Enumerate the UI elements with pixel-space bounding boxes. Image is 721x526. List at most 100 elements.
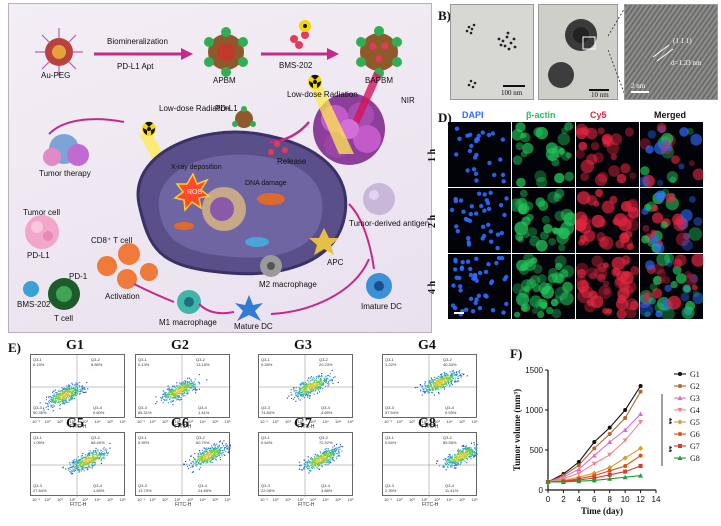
quadrant-label-q2: Q3-2 8.86%	[91, 357, 103, 367]
scale-bar-b	[503, 85, 525, 87]
lattice-spacing: d=1.33 nm	[671, 59, 702, 67]
flow-x-tick: 10³	[434, 419, 440, 424]
flow-x-tick: 10²	[421, 419, 428, 424]
panel-label-f: F)	[510, 346, 523, 361]
flow-x-tick: 10⁻¹	[32, 419, 40, 424]
column-header-1: β-actin	[526, 110, 556, 120]
flow-x-tick: 10¹	[409, 419, 415, 424]
flow-x-tick: 10⁶	[224, 419, 231, 424]
y-tick-label: 0	[539, 486, 544, 495]
data-point-g8	[576, 478, 582, 484]
quadrant-label-q3: Q3-3 13.70%	[138, 483, 152, 493]
flow-group-title: G8	[418, 416, 436, 431]
row-label-1: 2 h	[427, 214, 439, 229]
label-ros: ROS	[187, 189, 203, 196]
quadrant-label-q4: Q3-4 3.88%	[321, 483, 333, 493]
data-point-g7	[607, 472, 612, 477]
quadrant-label-q2: Q3-2 13.15%	[196, 357, 210, 367]
label-pd-l1-apt: PD-L1 Apt	[117, 62, 154, 71]
lattice-plane: (1 1 1)	[673, 37, 692, 45]
quadrant-label-q2: Q3-2 72.92%	[319, 435, 333, 445]
quadrant-label-q4: Q3-4 4.65%	[321, 405, 333, 415]
flow-x-tick: 10¹	[285, 497, 291, 502]
fluorescence-image	[512, 122, 575, 187]
tumor-cell-left	[25, 215, 59, 249]
data-point-g6	[638, 453, 643, 458]
flow-x-tick: 10⁰	[272, 419, 279, 424]
flow-x-tick: 10¹	[162, 419, 168, 424]
label-tumor-therapy: Tumor therapy	[39, 169, 91, 178]
label-imature-dc: Imature DC	[361, 302, 402, 311]
data-point-g2	[638, 389, 643, 394]
flow-plot: Q3-1 0.19% Q3-2 8.86% Q3-3 90.35% Q3-4 0.60…	[30, 354, 126, 419]
flow-x-tick: 10⁰	[149, 419, 156, 424]
significance-mark: **	[664, 418, 673, 425]
flow-plot: Q3-1 1.09% Q3-2 68.49% Q3-3 27.84% Q3-4 1.6…	[30, 432, 126, 497]
release-dots	[268, 141, 288, 155]
label-tumor-derived-antigen: Tumor-derived antigen	[349, 219, 430, 228]
flow-group-title: G6	[171, 416, 189, 431]
radiation-icon-right	[308, 74, 322, 89]
t-cell	[48, 278, 80, 310]
flow-group-title: G3	[294, 338, 312, 353]
arrow-antigen	[348, 203, 375, 270]
imature-dc	[366, 273, 392, 299]
label-m2-macrophage: M2 macrophage	[259, 280, 317, 289]
fluorescence-image	[640, 188, 703, 253]
label-pd-1: PD-1	[69, 272, 88, 281]
arrow-activation	[133, 283, 175, 303]
flow-x-tick: 10⁰	[44, 419, 51, 424]
significance-mark: **	[664, 446, 673, 453]
flow-x-tick: 10⁴	[94, 497, 101, 502]
panel-label-b: B)	[438, 8, 451, 23]
arrow-m1	[198, 303, 235, 315]
label-dna-damage: DNA damage	[245, 180, 287, 187]
flow-x-tick: 10⁵	[107, 419, 114, 424]
schematic-panel: Au-PEG Biomineralization PD-L1 Apt APBM …	[8, 3, 432, 333]
fluorescence-image	[576, 254, 639, 319]
lattice-fringes	[625, 5, 717, 99]
flow-group-title: G5	[66, 416, 84, 431]
flow-x-label: FITC-H	[70, 502, 87, 508]
flow-x-tick: 10³	[82, 497, 88, 502]
arrow-dc-maturation	[270, 258, 370, 315]
scale-label-c: 10 nm	[591, 91, 609, 99]
flow-plot: Q3-1 0.64% Q3-2 72.92% Q3-3 22.08% Q3-4 3.8…	[258, 432, 354, 497]
legend-marker-g2	[678, 384, 682, 388]
flow-x-tick: 10³	[82, 419, 88, 424]
flow-x-tick: 10¹	[162, 497, 168, 502]
flow-x-tick: 10⁶	[119, 419, 126, 424]
m2-macrophage	[260, 255, 282, 277]
flow-x-tick: 10²	[69, 497, 76, 502]
flow-x-label: FITC-H	[298, 502, 315, 508]
bapbm-particle	[356, 26, 402, 78]
data-point-g4	[638, 420, 644, 425]
arrow-release	[268, 121, 310, 144]
quadrant-label-q2: Q3-2 20.23%	[319, 357, 333, 367]
flow-x-tick: 10³	[187, 497, 193, 502]
row-label-2: 4 h	[427, 280, 439, 295]
flow-x-tick: 10⁵	[335, 497, 342, 502]
hrtem-lattice-c: (1 1 1) d=1.33 nm 2 nm	[624, 4, 718, 100]
apbm-particle	[204, 27, 248, 77]
legend-marker-g1	[678, 372, 682, 376]
label-nir: NIR	[401, 96, 415, 105]
data-point-g6	[607, 468, 612, 473]
flow-x-tick: 10⁻¹	[137, 419, 145, 424]
data-point-g8	[622, 474, 628, 480]
flow-x-tick: 10⁶	[471, 419, 478, 424]
legend-label-g6: G6	[690, 430, 700, 439]
label-low-dose-radiation-1: Low-dose Radiation	[159, 104, 230, 113]
data-point-g1	[592, 440, 597, 444]
flow-x-label: FITC-H	[422, 424, 439, 430]
flow-x-tick: 10⁴	[446, 497, 453, 502]
data-point-g6	[623, 464, 628, 468]
label-tumor-cell: Tumor cell	[23, 208, 61, 217]
label-apbm: APBM	[213, 76, 236, 85]
flow-x-tick: 10⁶	[471, 497, 478, 502]
row-label-0: 1 h	[427, 148, 439, 163]
data-point-g2	[607, 432, 612, 436]
flow-x-tick: 10³	[310, 419, 316, 424]
y-tick-label: 500	[530, 446, 544, 455]
legend-label-g5: G5	[690, 418, 700, 427]
